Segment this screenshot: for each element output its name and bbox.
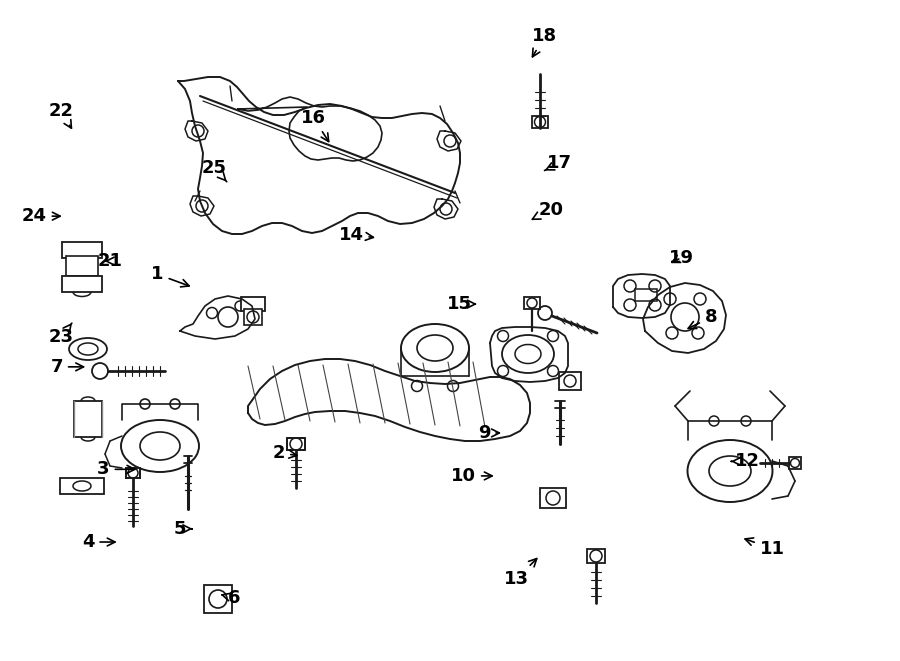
Text: 22: 22	[49, 102, 74, 128]
Bar	[66, 256, 98, 276]
Text: 6: 6	[221, 589, 240, 607]
Text: 9: 9	[478, 424, 500, 442]
Text: 23: 23	[49, 323, 74, 346]
Text: 25: 25	[202, 159, 227, 182]
Bar	[587, 549, 605, 563]
Text: 3: 3	[97, 460, 135, 479]
Polygon shape	[287, 438, 305, 450]
Text: 13: 13	[504, 559, 536, 588]
Text: 11: 11	[745, 538, 785, 558]
Text: 12: 12	[732, 452, 760, 471]
Bar	[62, 242, 102, 258]
Bar	[241, 297, 265, 311]
Bar	[60, 478, 104, 494]
Bar	[635, 289, 657, 301]
Text: 20: 20	[532, 200, 563, 219]
Bar	[532, 116, 548, 128]
Text: 1: 1	[151, 265, 189, 287]
Text: 4: 4	[82, 533, 115, 551]
Bar	[62, 276, 102, 292]
Text: 8: 8	[688, 308, 717, 329]
Bar	[74, 401, 102, 437]
Text: 7: 7	[50, 358, 84, 376]
Polygon shape	[126, 468, 140, 478]
Bar	[244, 309, 262, 325]
Text: 5: 5	[174, 520, 192, 538]
Text: 16: 16	[301, 108, 328, 141]
Bar	[559, 372, 581, 390]
Text: 24: 24	[22, 207, 60, 225]
Text: 14: 14	[338, 225, 373, 244]
Text: 15: 15	[446, 295, 475, 313]
Bar	[524, 297, 540, 309]
Bar	[204, 585, 232, 613]
Text: 19: 19	[669, 249, 694, 267]
Bar	[789, 457, 801, 469]
Text: 10: 10	[451, 467, 492, 485]
Text: 18: 18	[532, 27, 557, 57]
Text: 21: 21	[97, 252, 122, 270]
Text: 17: 17	[544, 154, 572, 173]
Text: 2: 2	[273, 444, 297, 462]
Bar	[540, 488, 566, 508]
